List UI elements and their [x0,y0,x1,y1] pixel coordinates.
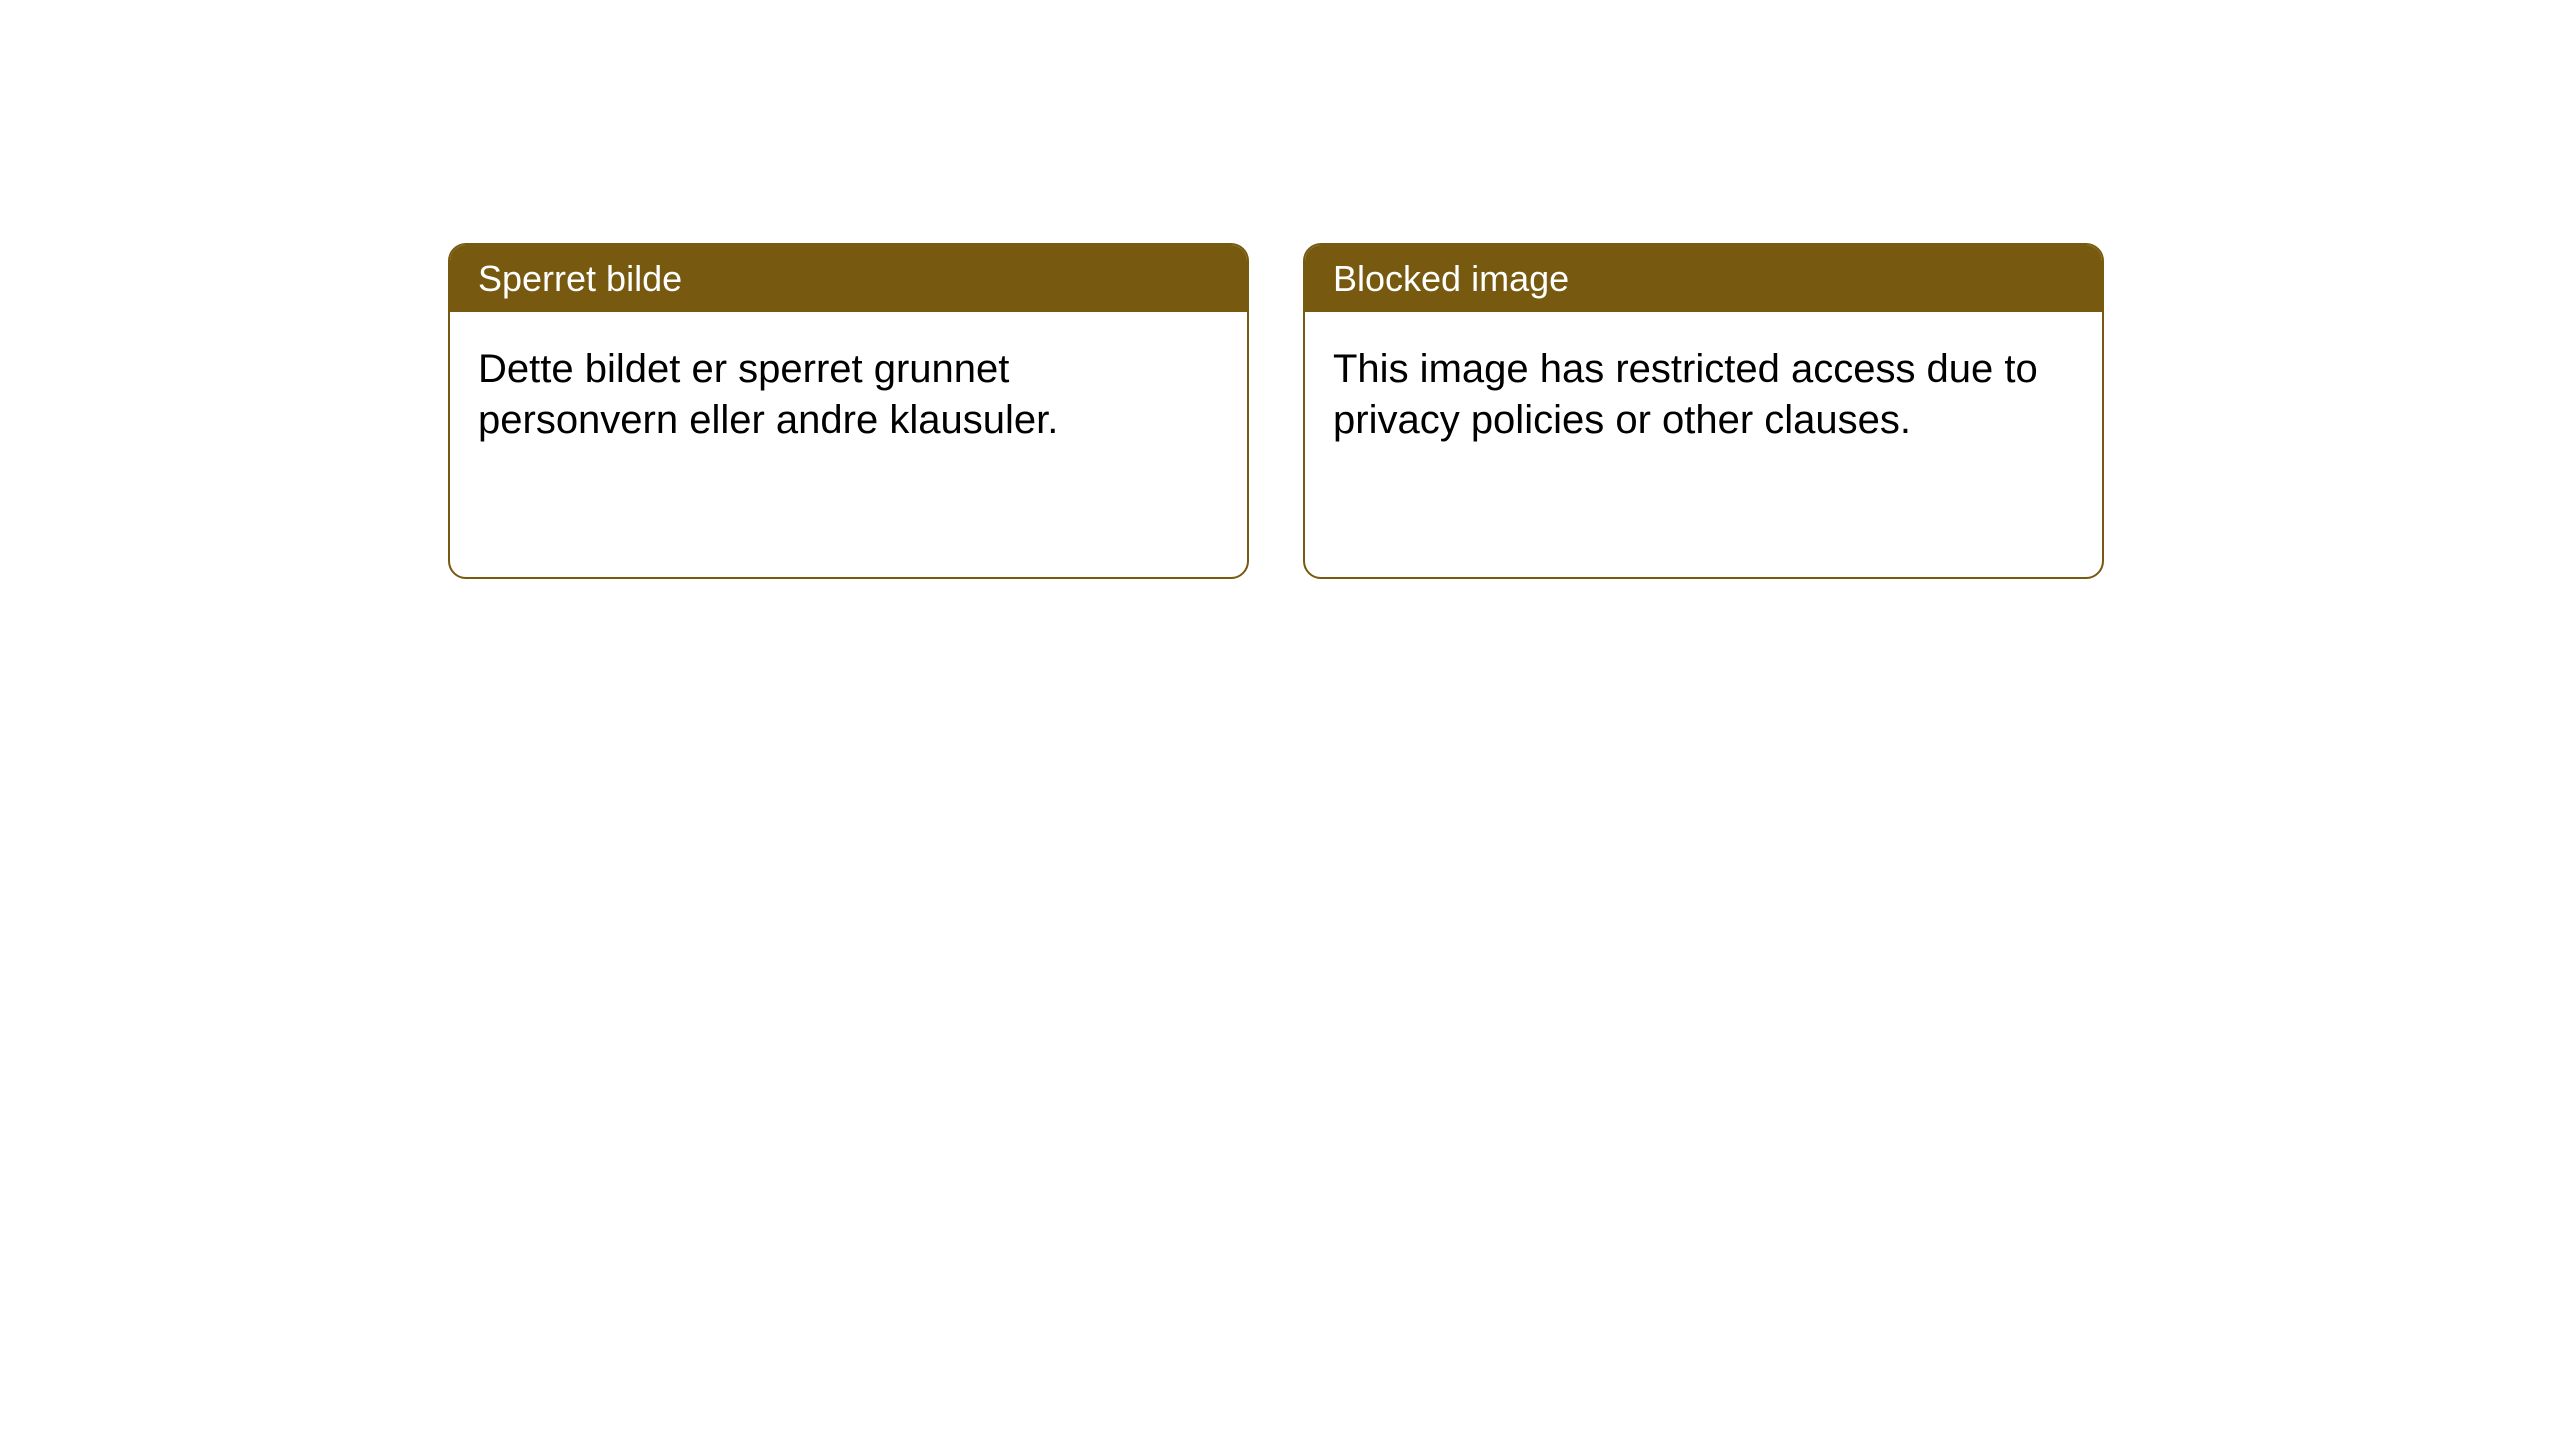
notice-card-english: Blocked image This image has restricted … [1303,243,2104,579]
notice-body: Dette bildet er sperret grunnet personve… [450,312,1247,577]
notice-header: Blocked image [1305,245,2102,312]
notice-container: Sperret bilde Dette bildet er sperret gr… [448,243,2104,579]
notice-body: This image has restricted access due to … [1305,312,2102,577]
notice-card-norwegian: Sperret bilde Dette bildet er sperret gr… [448,243,1249,579]
notice-header: Sperret bilde [450,245,1247,312]
